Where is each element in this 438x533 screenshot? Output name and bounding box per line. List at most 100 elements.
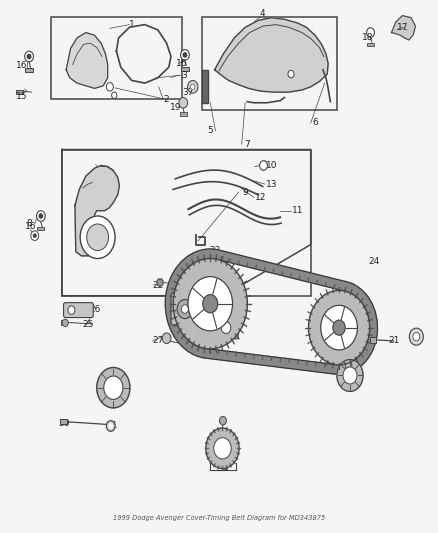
- Text: 32: 32: [108, 384, 119, 393]
- Circle shape: [333, 320, 345, 335]
- Polygon shape: [202, 70, 208, 103]
- Circle shape: [68, 306, 75, 314]
- Bar: [62, 150, 311, 296]
- Text: 15: 15: [16, 92, 28, 101]
- Text: 5: 5: [207, 126, 213, 135]
- Circle shape: [106, 83, 113, 91]
- Circle shape: [62, 319, 68, 327]
- Circle shape: [106, 421, 115, 431]
- Text: 30: 30: [58, 419, 70, 428]
- Text: 14: 14: [98, 166, 109, 175]
- Text: 23: 23: [344, 283, 356, 292]
- Circle shape: [87, 224, 109, 251]
- Text: 31: 31: [106, 422, 118, 431]
- Circle shape: [183, 53, 187, 57]
- Circle shape: [180, 50, 189, 60]
- Text: 27: 27: [152, 336, 163, 345]
- Bar: [60, 419, 67, 424]
- Circle shape: [343, 367, 357, 384]
- Text: 28: 28: [178, 312, 190, 321]
- Circle shape: [413, 333, 420, 341]
- Bar: [181, 67, 189, 71]
- Bar: [37, 227, 44, 230]
- Bar: [51, 17, 182, 99]
- Circle shape: [321, 305, 357, 350]
- Text: 17: 17: [397, 23, 408, 32]
- Text: 10: 10: [265, 161, 277, 170]
- Circle shape: [337, 360, 363, 391]
- Circle shape: [206, 428, 239, 469]
- Text: 20: 20: [410, 334, 421, 343]
- Bar: [61, 320, 67, 325]
- Circle shape: [39, 214, 42, 218]
- Bar: [25, 68, 33, 72]
- Text: 25: 25: [82, 320, 94, 329]
- Text: 37: 37: [183, 87, 194, 96]
- Text: 19: 19: [170, 102, 181, 111]
- Text: 16: 16: [25, 222, 36, 231]
- Circle shape: [112, 92, 117, 99]
- Text: 16: 16: [16, 61, 28, 70]
- Circle shape: [109, 424, 113, 428]
- Circle shape: [367, 28, 374, 37]
- Polygon shape: [75, 165, 120, 256]
- Polygon shape: [204, 349, 335, 374]
- Circle shape: [288, 70, 294, 78]
- Polygon shape: [215, 18, 328, 92]
- Text: 36: 36: [343, 375, 355, 384]
- Circle shape: [410, 328, 424, 345]
- Text: 23: 23: [209, 246, 220, 255]
- Text: 11: 11: [292, 206, 304, 215]
- Polygon shape: [216, 249, 345, 291]
- Text: 3: 3: [181, 70, 187, 79]
- FancyBboxPatch shape: [64, 303, 93, 318]
- Circle shape: [181, 305, 188, 313]
- Circle shape: [162, 333, 171, 344]
- Bar: [370, 337, 376, 343]
- FancyBboxPatch shape: [171, 293, 199, 325]
- Text: 33: 33: [218, 326, 229, 335]
- Text: 8: 8: [26, 220, 32, 229]
- Circle shape: [97, 368, 130, 408]
- Circle shape: [177, 300, 193, 319]
- Circle shape: [33, 234, 36, 237]
- Text: 1: 1: [129, 20, 134, 29]
- Wedge shape: [333, 281, 378, 374]
- Bar: [232, 308, 238, 320]
- Text: 18: 18: [362, 34, 373, 43]
- Circle shape: [260, 161, 268, 170]
- Circle shape: [173, 259, 247, 349]
- Text: 13: 13: [265, 180, 277, 189]
- Circle shape: [191, 84, 195, 90]
- Text: 6: 6: [312, 118, 318, 127]
- Circle shape: [179, 98, 187, 108]
- Wedge shape: [165, 249, 217, 358]
- Circle shape: [308, 290, 370, 365]
- Text: 22: 22: [152, 280, 163, 289]
- Polygon shape: [66, 33, 108, 88]
- Circle shape: [188, 277, 233, 331]
- Circle shape: [36, 211, 45, 221]
- Text: 1999 Dodge Avenger Cover-Timing Belt Diagram for MD343875: 1999 Dodge Avenger Cover-Timing Belt Dia…: [113, 514, 325, 521]
- Circle shape: [31, 231, 39, 240]
- Bar: [180, 112, 187, 116]
- Circle shape: [219, 416, 226, 425]
- Text: 29: 29: [229, 310, 240, 319]
- Text: 34: 34: [217, 464, 228, 473]
- Polygon shape: [392, 15, 416, 40]
- Text: 9: 9: [242, 188, 248, 197]
- Text: 4: 4: [260, 10, 265, 19]
- Text: 2: 2: [164, 94, 170, 103]
- Circle shape: [25, 51, 33, 62]
- Circle shape: [203, 295, 218, 313]
- Text: 35: 35: [218, 441, 229, 450]
- Circle shape: [221, 322, 231, 334]
- Circle shape: [80, 216, 115, 259]
- Text: 7: 7: [244, 140, 250, 149]
- Circle shape: [104, 376, 123, 399]
- Text: 16: 16: [176, 59, 187, 68]
- Bar: [201, 17, 337, 110]
- Text: 12: 12: [255, 193, 266, 202]
- Circle shape: [187, 80, 198, 93]
- Circle shape: [157, 279, 163, 286]
